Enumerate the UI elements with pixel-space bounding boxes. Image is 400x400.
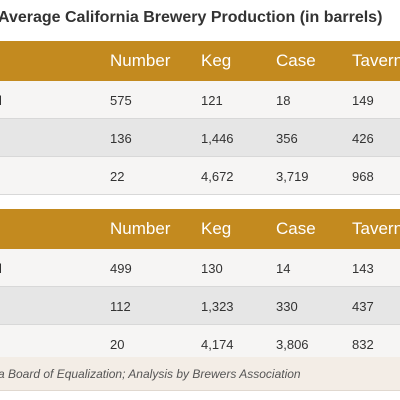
cell-number: 499 bbox=[110, 261, 132, 276]
cell-number: 112 bbox=[110, 299, 131, 314]
production-table-2: Number Keg Case Tavern l 499 130 14 143 … bbox=[0, 209, 400, 363]
cell-keg: 1,323 bbox=[201, 299, 234, 314]
cell-tavern: 149 bbox=[352, 93, 374, 108]
table-header: Number Keg Case Tavern bbox=[0, 41, 400, 81]
cell-keg: 4,174 bbox=[201, 337, 234, 352]
cell-case: 3,806 bbox=[276, 337, 309, 352]
cell-number: 20 bbox=[110, 337, 125, 352]
table-row: 22 4,672 3,719 968 bbox=[0, 157, 400, 195]
cell-tavern: 426 bbox=[352, 131, 374, 146]
source-note: a Board of Equalization; Analysis by Bre… bbox=[0, 357, 400, 391]
cell-case: 3,719 bbox=[276, 169, 309, 184]
column-header-number: Number bbox=[110, 219, 171, 238]
column-header-case: Case bbox=[276, 219, 316, 238]
table-header: Number Keg Case Tavern bbox=[0, 209, 400, 249]
table-row: 112 1,323 330 437 bbox=[0, 287, 400, 325]
cell-keg: 130 bbox=[201, 261, 223, 276]
cell-number: 136 bbox=[110, 131, 132, 146]
table-row: 136 1,446 356 426 bbox=[0, 119, 400, 157]
cell-case: 330 bbox=[276, 299, 298, 314]
page-title: Average California Brewery Production (i… bbox=[0, 9, 383, 26]
table-row: l 575 121 18 149 bbox=[0, 81, 400, 119]
column-header-tavern: Tavern bbox=[352, 219, 400, 238]
column-header-number: Number bbox=[110, 51, 171, 70]
cell-number: 22 bbox=[110, 169, 125, 184]
column-header-case: Case bbox=[276, 51, 316, 70]
table-row: l 499 130 14 143 bbox=[0, 249, 400, 287]
cell-case: 18 bbox=[276, 93, 291, 108]
row-label-fragment: l bbox=[0, 93, 2, 108]
cell-tavern: 832 bbox=[352, 337, 374, 352]
source-text: a Board of Equalization; Analysis by Bre… bbox=[0, 367, 301, 381]
cell-keg: 1,446 bbox=[201, 131, 234, 146]
cell-keg: 121 bbox=[201, 93, 223, 108]
cell-case: 356 bbox=[276, 131, 298, 146]
row-label-fragment: l bbox=[0, 261, 2, 276]
column-header-keg: Keg bbox=[201, 51, 232, 70]
production-table-1: Number Keg Case Tavern l 575 121 18 149 … bbox=[0, 41, 400, 195]
cell-tavern: 968 bbox=[352, 169, 374, 184]
cell-keg: 4,672 bbox=[201, 169, 234, 184]
cell-number: 575 bbox=[110, 93, 132, 108]
cell-tavern: 143 bbox=[352, 261, 374, 276]
column-header-tavern: Tavern bbox=[352, 51, 400, 70]
cell-tavern: 437 bbox=[352, 299, 374, 314]
column-header-keg: Keg bbox=[201, 219, 232, 238]
cell-case: 14 bbox=[276, 261, 291, 276]
